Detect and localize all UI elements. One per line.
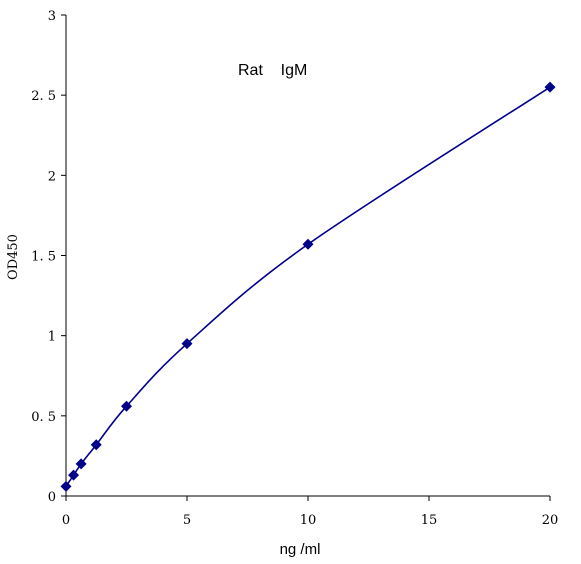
x-axis-title: ng /ml <box>280 541 321 558</box>
y-axis-title: OD450 <box>6 234 21 280</box>
data-point-diamond <box>75 458 87 470</box>
x-tick-label: 0 <box>62 513 70 528</box>
x-tick-label: 5 <box>183 513 191 528</box>
y-tick-label: 0. 5 <box>31 410 56 425</box>
data-points <box>60 81 556 492</box>
x-tick-label: 10 <box>300 513 317 528</box>
x-axis-ticks: 0 5 10 15 20 <box>62 496 558 528</box>
chart-title: Rat IgM <box>238 62 307 79</box>
data-point-diamond <box>181 338 193 350</box>
data-point-diamond <box>68 469 80 481</box>
data-point-diamond <box>302 238 314 250</box>
x-tick-label: 20 <box>542 513 559 528</box>
x-tick-label: 15 <box>421 513 438 528</box>
y-tick-label: 2. 5 <box>31 89 56 104</box>
y-axis-ticks: 0 0. 5 1 1. 5 2 2. 5 3 <box>31 9 66 505</box>
y-tick-label: 1. 5 <box>31 250 56 265</box>
data-point-diamond <box>90 439 102 451</box>
y-tick-label: 0 <box>48 490 56 505</box>
data-point-diamond <box>544 81 556 93</box>
data-point-diamond <box>60 480 72 492</box>
y-tick-label: 3 <box>48 9 56 24</box>
data-point-diamond <box>121 400 132 412</box>
fit-curve <box>65 86 551 487</box>
y-tick-label: 2 <box>48 169 56 184</box>
y-tick-label: 1 <box>48 330 56 345</box>
